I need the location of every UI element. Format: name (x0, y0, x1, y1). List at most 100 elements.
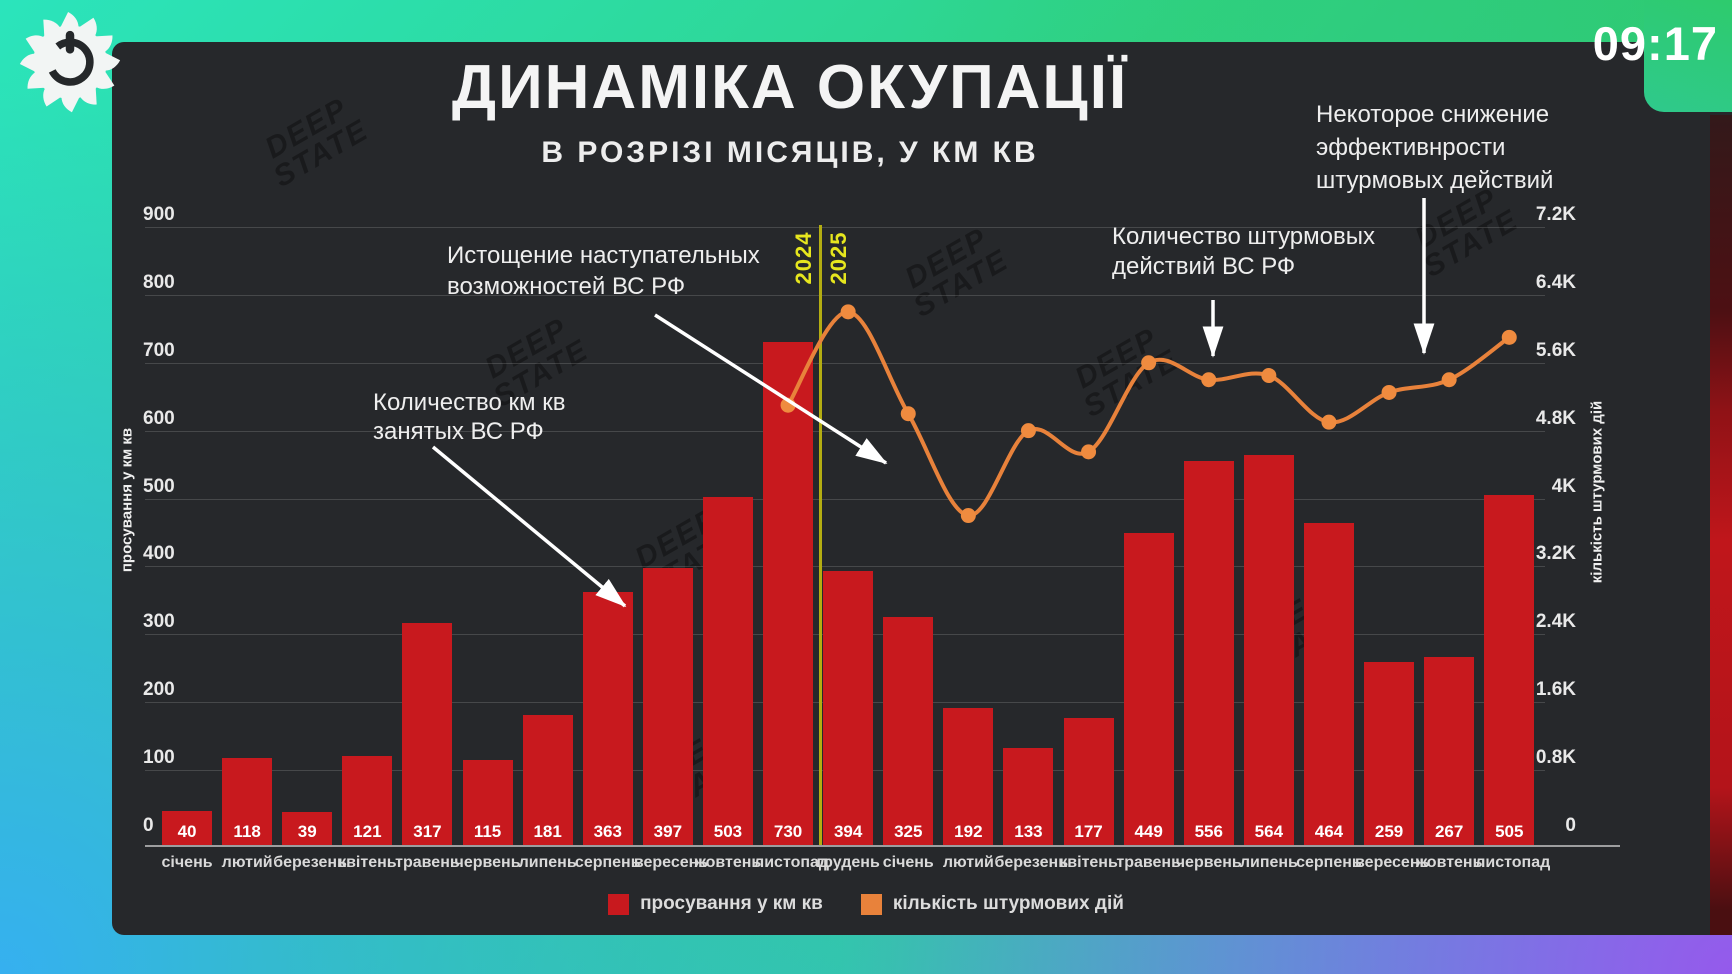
bar-value-label: 464 (1314, 822, 1344, 841)
bar (943, 707, 994, 845)
month-label: лютий (221, 854, 273, 871)
bar-value-label: 133 (1014, 822, 1043, 841)
bar (1303, 522, 1354, 845)
bar-value-label: 503 (713, 822, 743, 841)
annotation-depletion: Истощение наступательных возможностей ВС… (447, 242, 760, 300)
bar (763, 342, 814, 845)
deepstate-watermark: DEEP STATE (899, 221, 1015, 324)
bar-value-label: 115 (473, 822, 502, 841)
month-label: червень (1175, 854, 1242, 871)
bar-value-label: 177 (1074, 822, 1103, 841)
bar (1183, 460, 1234, 845)
month-label: жовтень (1415, 854, 1483, 871)
month-label: серпень (1296, 854, 1362, 871)
saw-blade-icon (19, 12, 121, 113)
bar-value-label: 317 (413, 822, 442, 841)
bar-value-label: 397 (653, 822, 683, 841)
left-axis-tick: 400 (143, 543, 175, 565)
bar (462, 759, 513, 845)
month-label: травень (1116, 854, 1181, 871)
power-gear-logo (18, 10, 122, 123)
bar (1364, 662, 1415, 845)
bar-value-label: 363 (593, 822, 622, 841)
bar (1123, 533, 1174, 845)
corner-green-patch (1644, 0, 1732, 112)
month-label: липень (518, 854, 577, 871)
bar (883, 617, 934, 845)
year-divider-line (819, 225, 822, 845)
month-label: червень (454, 854, 521, 871)
clock: 09:17 (1592, 17, 1718, 70)
month-label: липень (1239, 854, 1298, 871)
bar (582, 591, 633, 845)
month-label: квітень (338, 854, 397, 871)
advance-swatch (608, 893, 630, 915)
right-axis-tick: 3.2K (1535, 543, 1576, 565)
year-label-2025: 2025 (826, 231, 851, 285)
month-label: жовтень (694, 854, 762, 871)
right-axis-tick: 4K (1551, 475, 1576, 497)
bar-value-label: 40 (177, 822, 197, 841)
bar (222, 757, 273, 845)
right-axis-title: кількість штурмових дій (1588, 400, 1606, 584)
bar (342, 755, 393, 845)
month-label: березень (994, 854, 1069, 871)
bar (1003, 747, 1054, 845)
bar-value-label: 181 (533, 822, 562, 841)
month-label: серпень (574, 854, 641, 871)
page-subtitle: В РОЗРІЗІ МІСЯЦІВ, У КМ КВ (541, 136, 1039, 169)
month-label: листопад (754, 854, 830, 871)
month-label: грудень (816, 854, 880, 871)
bar-value-label: 267 (1434, 822, 1464, 841)
right-axis-tick: 0.8K (1535, 747, 1576, 769)
month-label: травень (395, 854, 460, 871)
bar (1484, 495, 1535, 845)
bar-value-label: 192 (954, 822, 983, 841)
annotation-km-occupied: Количество км кв занятых ВС РФ (373, 389, 566, 445)
gridline (145, 566, 1545, 568)
video-red-edge (1710, 115, 1732, 935)
bar-value-label: 39 (297, 822, 317, 841)
bar (823, 570, 874, 845)
month-label: січень (161, 854, 213, 871)
assaults-swatch (860, 893, 882, 915)
left-axis-title: просування у км кв (118, 427, 136, 573)
left-axis-tick: 900 (143, 204, 175, 225)
x-axis-line (145, 845, 1620, 847)
annotation-assault-count: Количество штурмовых действий ВС РФ (1112, 223, 1375, 280)
month-label: листопад (1475, 854, 1551, 871)
bar-value-label: 730 (773, 822, 803, 841)
right-axis-tick: 1.6K (1535, 679, 1576, 701)
left-axis-tick: 700 (143, 339, 175, 361)
deepstate-watermark: DEEP STATE (1069, 321, 1185, 424)
right-axis-tick: 4.8K (1535, 407, 1576, 429)
month-label: квітень (1059, 854, 1118, 871)
gridline (145, 498, 1545, 500)
right-axis-tick: 5.6K (1535, 339, 1576, 361)
legend: просування у км кв кількість штурмових д… (0, 893, 1732, 915)
right-axis-tick: 7.2K (1535, 204, 1576, 225)
left-axis-tick: 800 (143, 271, 175, 293)
bar-value-label: 556 (1194, 822, 1223, 841)
bar (282, 811, 333, 845)
left-axis-tick: 200 (143, 679, 175, 701)
bar (642, 568, 693, 845)
bar-value-label: 505 (1495, 822, 1524, 841)
bar-value-label: 394 (833, 822, 863, 841)
left-axis-tick: 600 (143, 407, 175, 429)
right-axis-tick: 0 (1565, 815, 1576, 836)
year-label-2024: 2024 (791, 231, 816, 285)
month-label: вересень (1355, 854, 1430, 871)
legend-item-advance: просування у км кв (608, 893, 823, 915)
bar-value-label: 118 (233, 822, 261, 841)
month-label: лютий (942, 854, 994, 871)
gridline (145, 227, 1545, 228)
bar (162, 810, 213, 845)
legend-item-assaults: кількість штурмових дій (860, 893, 1124, 915)
gridline (145, 430, 1545, 432)
month-label: березень (273, 854, 347, 871)
bar (402, 622, 453, 845)
bar-value-label: 121 (353, 822, 382, 841)
bar (1424, 656, 1475, 845)
